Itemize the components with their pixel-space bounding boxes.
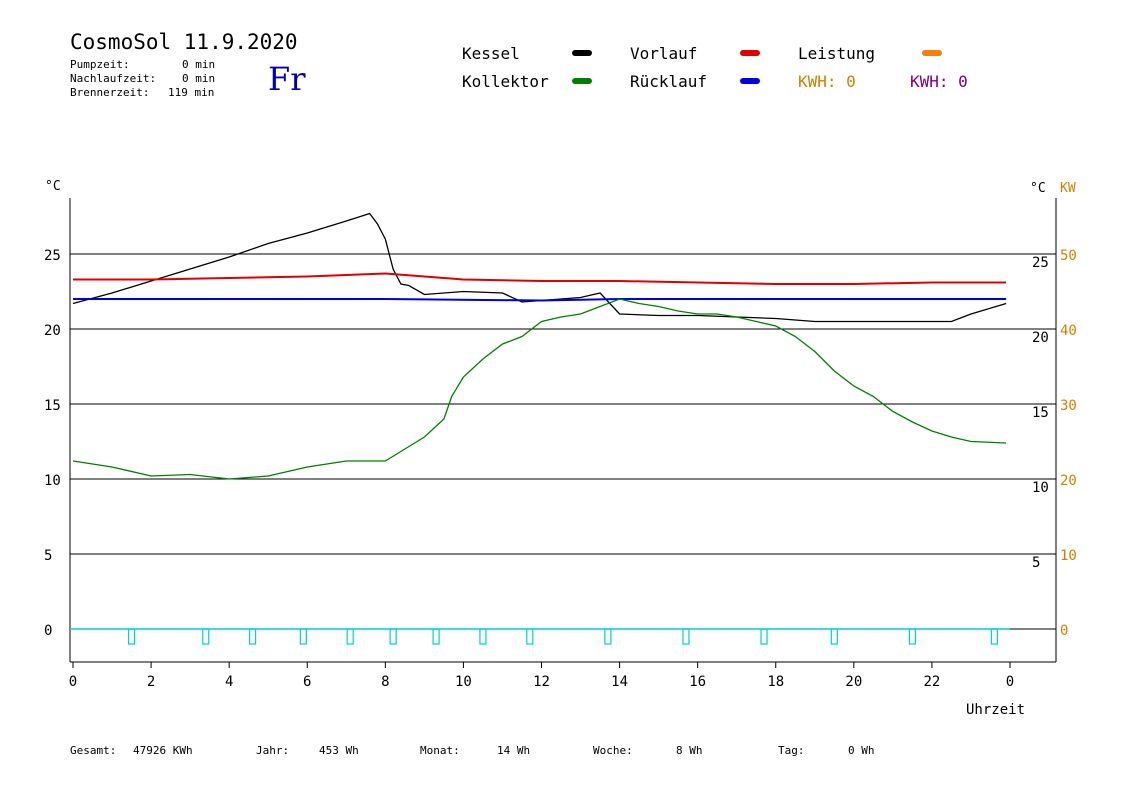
pump-event-5	[389, 628, 397, 645]
x-axis-label: Uhrzeit	[966, 702, 1025, 718]
legend-leistung: Leistung	[798, 44, 876, 63]
page-title: CosmoSol 11.9.2020	[70, 30, 298, 54]
footer-woche-value: 8 Wh	[676, 744, 703, 757]
y-tick-kw-20: 20	[1060, 473, 1077, 489]
x-tick-label-5: 10	[455, 674, 472, 690]
y-tick-right-25: 25	[1032, 255, 1049, 271]
pump-event-8	[526, 628, 534, 645]
footer-jahr-value: 453 Wh	[319, 744, 359, 757]
stat-pumpzeit-value: 0 min	[182, 58, 216, 71]
pump-series	[70, 628, 1010, 645]
y-tick-left-20: 20	[44, 323, 61, 339]
pump-event-13	[908, 628, 916, 645]
stat-nachlaufzeit-value: 0 min	[182, 72, 216, 85]
y-tick-left-15: 15	[44, 398, 61, 414]
pump-event-3	[299, 628, 307, 645]
pump-event-10	[682, 628, 690, 645]
stat-brennerzeit: Brennerzeit:	[70, 86, 150, 99]
stat-nachlaufzeit: Nachlaufzeit:	[70, 72, 157, 85]
x-tick-label-0: 0	[69, 674, 77, 690]
y-tick-kw-10: 10	[1060, 548, 1077, 564]
legend-kwh-2: KWH: 0	[910, 72, 968, 91]
chart-grid	[70, 253, 1056, 630]
pump-event-0	[127, 628, 136, 645]
footer-monat-label: Monat:	[420, 744, 460, 757]
y-tick-right-20: 20	[1032, 330, 1049, 346]
footer-jahr-label: Jahr:	[256, 744, 290, 757]
y-tick-left-0: 0	[44, 623, 52, 639]
x-tick-label-2: 4	[225, 674, 233, 690]
legend-kollektor: Kollektor	[462, 72, 549, 91]
series-kollektor	[72, 298, 1007, 480]
legend-kessel-swatch	[572, 50, 592, 56]
x-tick-label-9: 18	[767, 674, 784, 690]
y-tick-left-25: 25	[44, 248, 61, 264]
legend-kessel: Kessel	[462, 44, 520, 63]
x-tick-label-7: 14	[611, 674, 628, 690]
y-axis-unit-left: °C	[45, 179, 61, 194]
y-axis-unit-right: °C	[1030, 181, 1046, 196]
legend-kollektor-swatch	[572, 78, 592, 84]
pump-event-9	[604, 628, 612, 645]
series-ruecklauf	[73, 298, 1007, 302]
y-tick-kw-0: 0	[1060, 623, 1068, 639]
series-vorlauf	[73, 272, 1007, 285]
legend-kwh-1: KWH: 0	[798, 72, 856, 91]
footer-woche-label: Woche:	[593, 744, 633, 757]
pump-event-6	[432, 628, 440, 645]
pump-event-2	[248, 628, 257, 645]
pump-event-12	[830, 628, 838, 645]
y-tick-left-10: 10	[44, 473, 61, 489]
legend-ruecklauf-swatch	[740, 78, 760, 84]
pump-event-7	[479, 628, 487, 645]
footer-gesamt-label: Gesamt:	[70, 744, 117, 757]
legend-leistung-swatch	[922, 50, 942, 56]
x-tick-label-10: 20	[845, 674, 862, 690]
x-ticks: 0 2 4 6 8 10 12 14 16 18 20 22 0	[69, 662, 1014, 690]
y-ticks-left: 0 5 10 15 20 25	[44, 248, 61, 639]
y-tick-kw-40: 40	[1060, 323, 1077, 339]
x-tick-label-6: 12	[533, 674, 550, 690]
stat-pumpzeit: Pumpzeit:	[70, 58, 130, 71]
x-tick-label-8: 16	[689, 674, 706, 690]
chart-axes	[69, 198, 1057, 663]
pump-event-11	[760, 628, 768, 645]
pump-event-4	[346, 628, 354, 645]
stat-brennerzeit-value: 119 min	[168, 86, 215, 99]
footer-tag-value: 0 Wh	[848, 744, 875, 757]
footer-monat-value: 14 Wh	[497, 744, 531, 757]
legend-vorlauf: Vorlauf	[630, 44, 698, 63]
y-tick-right-15: 15	[1032, 405, 1049, 421]
pump-event-1	[202, 628, 210, 645]
y-ticks-kw: 0 10 20 30 40 50	[1060, 248, 1077, 639]
x-tick-label-1: 2	[147, 674, 155, 690]
x-tick-label-4: 8	[381, 674, 389, 690]
legend-vorlauf-swatch	[740, 50, 760, 56]
y-tick-left-5: 5	[44, 548, 52, 564]
footer-gesamt-value: 47926 KWh	[133, 744, 193, 757]
y-tick-right-5: 5	[1032, 555, 1040, 571]
y-axis-unit-kw: KW	[1060, 181, 1076, 196]
y-tick-kw-50: 50	[1060, 248, 1077, 264]
y-ticks-right: 5 10 15 20 25	[1032, 255, 1049, 571]
pump-event-14	[990, 628, 998, 645]
series-kessel	[72, 212, 1007, 323]
legend-ruecklauf: Rücklauf	[630, 72, 708, 91]
y-tick-kw-30: 30	[1060, 398, 1077, 414]
y-tick-right-10: 10	[1032, 480, 1049, 496]
weekday-label: Fr	[268, 60, 306, 98]
footer-tag-label: Tag:	[778, 744, 805, 757]
x-tick-label-3: 6	[303, 674, 311, 690]
chart-series	[72, 212, 1007, 480]
x-tick-label-11: 22	[923, 674, 940, 690]
x-tick-label-12: 0	[1006, 674, 1014, 690]
